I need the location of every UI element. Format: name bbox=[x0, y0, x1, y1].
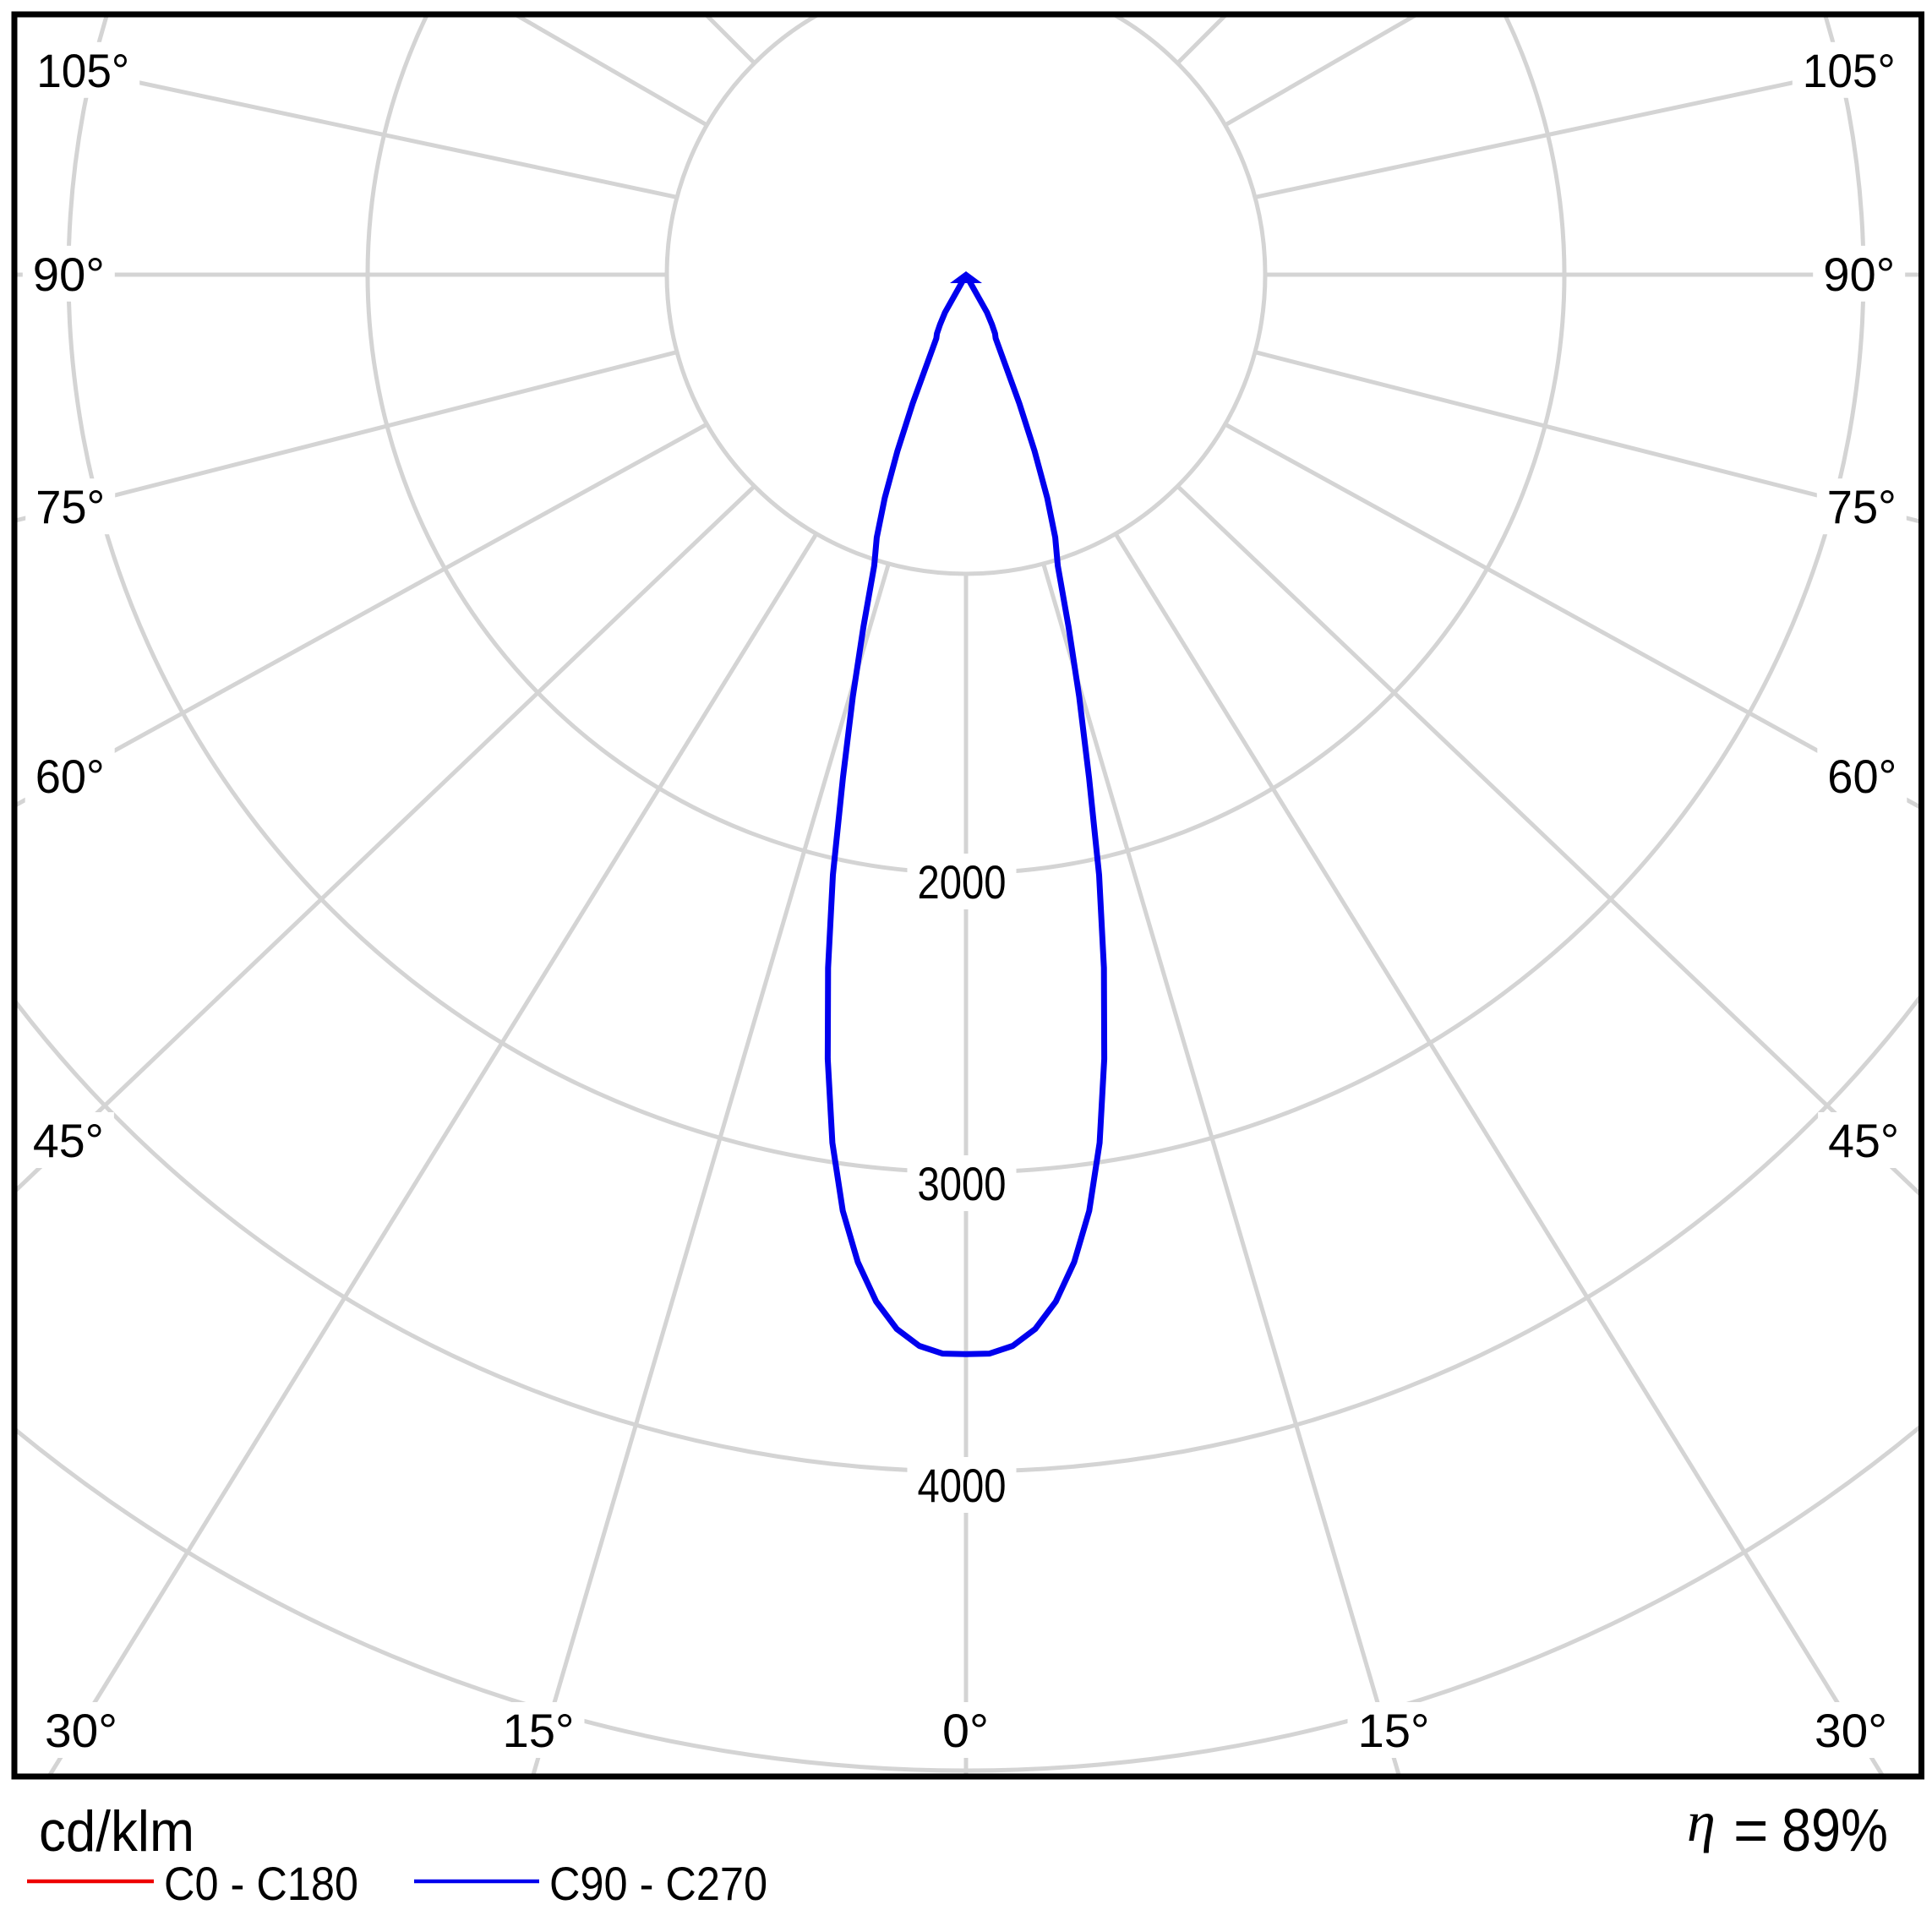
svg-text:30°: 30° bbox=[1815, 1704, 1887, 1757]
svg-text:C90 - C270: C90 - C270 bbox=[549, 1857, 767, 1910]
svg-text:0°: 0° bbox=[942, 1704, 989, 1757]
svg-text:2000: 2000 bbox=[918, 855, 1007, 909]
svg-text:C0 - C180: C0 - C180 bbox=[164, 1857, 358, 1910]
svg-text:90°: 90° bbox=[33, 248, 105, 301]
svg-text:105°: 105° bbox=[1803, 44, 1896, 97]
svg-text:90°: 90° bbox=[1823, 248, 1895, 301]
svg-text:4000: 4000 bbox=[918, 1459, 1007, 1512]
svg-text:=: = bbox=[1733, 1798, 1768, 1864]
svg-text:45°: 45° bbox=[1828, 1114, 1899, 1167]
svg-text:30°: 30° bbox=[45, 1704, 117, 1757]
svg-text:60°: 60° bbox=[1827, 750, 1897, 803]
svg-text:η: η bbox=[1687, 1789, 1716, 1853]
svg-text:3000: 3000 bbox=[918, 1157, 1007, 1210]
svg-text:15°: 15° bbox=[1358, 1704, 1430, 1757]
svg-text:60°: 60° bbox=[35, 750, 105, 803]
svg-text:105°: 105° bbox=[36, 44, 129, 97]
svg-text:15°: 15° bbox=[503, 1704, 575, 1757]
svg-text:75°: 75° bbox=[1827, 480, 1897, 533]
svg-text:75°: 75° bbox=[35, 480, 105, 533]
svg-text:45°: 45° bbox=[33, 1114, 104, 1167]
svg-text:cd/klm: cd/klm bbox=[39, 1799, 194, 1864]
svg-text:89%: 89% bbox=[1782, 1798, 1888, 1864]
